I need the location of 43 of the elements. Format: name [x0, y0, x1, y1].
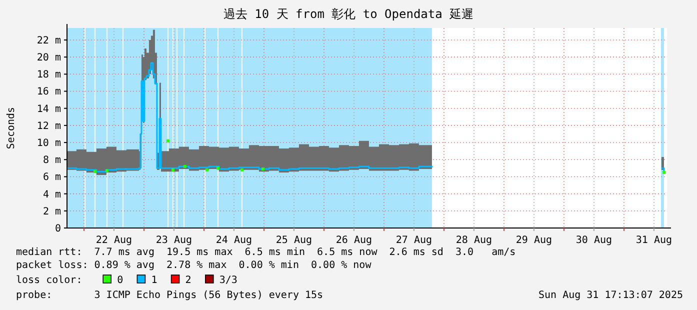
x-tick-label: 31 Aug — [636, 235, 672, 246]
x-tick-label: 29 Aug — [516, 235, 552, 246]
y-axis-title: Seconds — [6, 106, 17, 150]
y-tick-label: 22 m — [36, 35, 61, 46]
y-tick-label: 2 m — [42, 206, 61, 218]
x-tick-label: 23 Aug — [156, 235, 192, 246]
legend-label: 2 — [185, 275, 192, 286]
x-tick-label: 22 Aug — [96, 235, 132, 246]
x-tick-label: 28 Aug — [456, 235, 492, 246]
point — [93, 170, 96, 174]
text: Sun Aug 31 17:13:07 2025 — [538, 290, 683, 301]
y-tick-label: 16 m — [36, 86, 61, 98]
point — [105, 169, 108, 172]
point — [240, 168, 244, 172]
chart-title: 過去 10 天 from 彰化 to Opendata 延遲 — [223, 7, 474, 21]
x-tick-label: 25 Aug — [276, 235, 312, 246]
point — [261, 168, 264, 171]
point — [662, 170, 666, 174]
legend-label: 1 — [151, 275, 158, 286]
point — [216, 166, 220, 170]
y-tick-label: 4 m — [42, 189, 61, 200]
y-tick-label: 0 — [54, 224, 61, 234]
y-tick-label: 10 m — [36, 138, 61, 150]
legend-title: loss color: — [16, 275, 82, 286]
x-tick-label: 24 Aug — [216, 235, 252, 246]
y-tick-label: 8 m — [42, 155, 61, 166]
y-tick-label: 12 m — [36, 120, 61, 132]
x-tick-label: 30 Aug — [576, 235, 612, 246]
legend-label: 3/3 — [219, 275, 238, 286]
y-tick-label: 6 m — [42, 172, 61, 184]
point — [166, 139, 170, 142]
point — [171, 168, 174, 172]
point — [205, 168, 208, 172]
legend-label: 0 — [117, 275, 124, 286]
y-tick-label: 14 m — [36, 104, 61, 115]
point — [183, 164, 186, 168]
text: median rtt: 7.7 ms avg 19.5 ms max 6.5 ms min 6.5 ms now 2.6 ms sd 3.0 am/s — [16, 247, 516, 258]
y-tick-label: 18 m — [36, 70, 61, 81]
x-tick-label: 27 Aug — [396, 235, 432, 246]
y-tick-label: 20 m — [36, 52, 61, 64]
text: packet loss: 0.89 % avg 2.78 % max 0.00 % min 0.00 % now — [16, 260, 372, 271]
text: probe: 3 ICMP Echo Pings (56 Bytes) every 15s — [16, 290, 324, 301]
x-tick-label: 26 Aug — [336, 235, 372, 246]
